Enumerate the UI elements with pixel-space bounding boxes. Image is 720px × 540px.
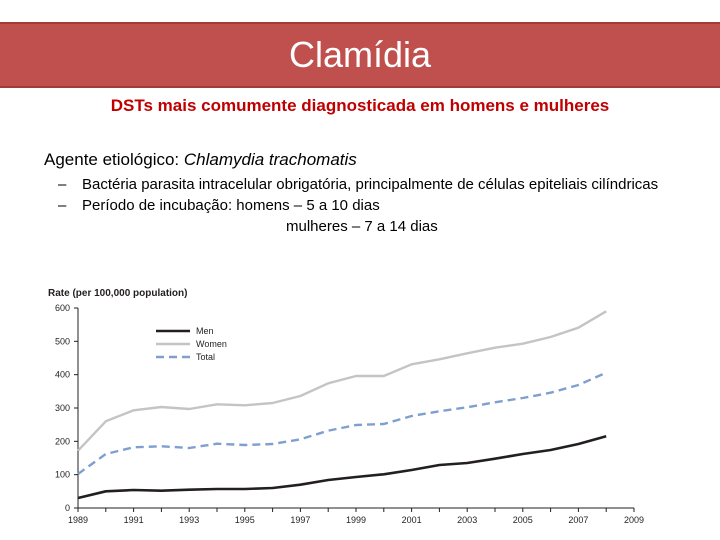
y-tick-label: 200 xyxy=(55,436,70,446)
y-tick-label: 400 xyxy=(55,370,70,380)
x-tick-label: 1989 xyxy=(68,515,88,525)
dash-marker: – xyxy=(58,176,67,193)
y-tick-label: 500 xyxy=(55,336,70,346)
x-tick-label: 2005 xyxy=(513,515,533,525)
series-line-total xyxy=(77,371,607,475)
y-tick-label: 100 xyxy=(55,470,70,480)
x-tick-label: 2007 xyxy=(568,515,588,525)
x-tick-label: 2003 xyxy=(457,515,477,525)
incubation-women: mulheres – 7 a 14 dias xyxy=(286,218,438,235)
title-bar: Clamídia xyxy=(0,22,720,88)
x-tick-label: 1997 xyxy=(290,515,310,525)
chlamydia-rate-chart: Rate (per 100,000 population) 0 100 200 300 4… xyxy=(48,288,644,525)
etiologic-agent: Agente etiológico: Chlamydia trachomatis xyxy=(44,150,684,170)
x-tick-label: 1993 xyxy=(179,515,199,525)
sub-bullet: – Período de incubação: homens – 5 a 10 d… xyxy=(44,197,684,214)
series-line-women xyxy=(77,310,607,452)
legend-label-women: Women xyxy=(196,339,227,349)
y-axis-label: Rate (per 100,000 population) xyxy=(48,288,187,299)
sub-bullet-list: – Bactéria parasita intracelular obrigató… xyxy=(44,176,684,214)
series-line-men xyxy=(77,435,607,500)
x-tick-label: 1999 xyxy=(346,515,366,525)
agent-label: Agente etiológico: xyxy=(44,150,184,169)
slide-subtitle: DSTs mais comumente diagnosticada em hom… xyxy=(110,96,610,115)
y-tick-label: 0 xyxy=(65,503,70,513)
x-tick-label: 2009 xyxy=(624,515,644,525)
legend-label-total: Total xyxy=(196,352,215,362)
slide-title: Clamídia xyxy=(288,34,432,75)
slide-body: Agente etiológico: Chlamydia trachomatis… xyxy=(44,150,684,235)
dash-marker: – xyxy=(58,197,67,214)
sub-bullet: – Bactéria parasita intracelular obrigató… xyxy=(44,176,684,193)
x-tick-label: 1995 xyxy=(235,515,255,525)
legend-label-men: Men xyxy=(196,326,214,336)
agent-name: Chlamydia trachomatis xyxy=(183,150,357,169)
x-tick-label: 2001 xyxy=(402,515,422,525)
sub-bullet-text: Bactéria parasita intracelular obrigatór… xyxy=(82,176,659,193)
sub-bullet-text: Período de incubação: homens – 5 a 10 di… xyxy=(82,197,380,214)
y-tick-label: 600 xyxy=(55,303,70,313)
y-tick-label: 300 xyxy=(55,403,70,413)
x-tick-label: 1991 xyxy=(124,515,144,525)
